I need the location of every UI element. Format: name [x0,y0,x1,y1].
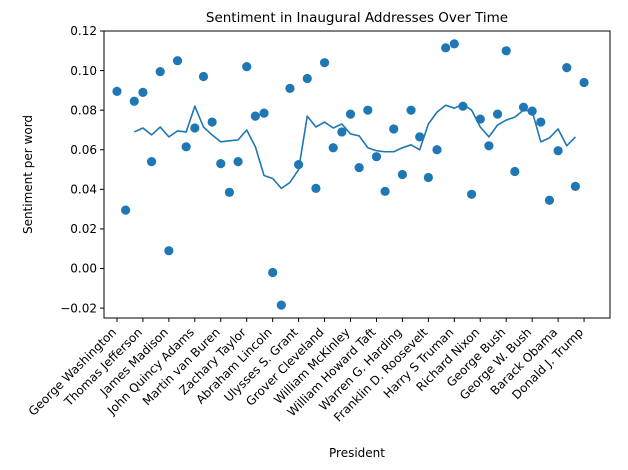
data-point [276,300,286,310]
data-point [553,146,563,156]
data-point [492,109,503,119]
data-point [285,83,295,93]
data-point [345,109,356,119]
data-point [294,160,304,170]
data-point [207,117,217,127]
data-point [181,142,191,152]
rolling-mean-line [133,103,576,190]
data-point [224,187,235,197]
plot-frame [103,30,611,319]
data-point [354,162,364,173]
data-point [121,205,131,215]
data-point [172,56,183,66]
y-tick-label: 0.08 [70,103,97,117]
data-point [432,145,442,155]
y-axis-label: Sentiment per word [21,115,35,234]
data-point [328,143,338,153]
y-tick-label: 0.04 [70,183,97,197]
data-point [397,169,408,180]
data-point [415,132,425,142]
data-point [579,77,589,88]
data-point [510,166,520,177]
data-point [138,87,148,97]
y-tick-label: 0.02 [70,222,97,236]
chart-title: Sentiment in Inaugural Addresses Over Ti… [206,10,508,26]
y-axis: −0.02 0.00 0.02 0.04 0.06 0.08 0.10 0.12 [60,24,104,315]
data-point [259,108,269,118]
data-point [311,183,321,193]
data-point [570,181,581,191]
data-point [337,127,347,137]
data-point [302,73,312,84]
data-point [363,105,373,115]
data-point [155,66,165,77]
data-point [536,117,546,127]
data-point [380,186,390,196]
data-point [250,111,260,121]
data-point [112,86,122,96]
y-tick-label: −0.02 [60,301,97,315]
y-tick-label: 0.00 [70,262,97,276]
x-axis-label: President [329,446,385,460]
data-point [268,267,278,278]
data-point [562,63,572,73]
data-point [216,159,226,169]
series-layer [112,39,589,310]
data-point [146,157,157,167]
data-point [389,124,399,134]
y-tick-label: 0.10 [70,64,97,78]
data-point [449,39,459,49]
data-point [467,189,477,199]
data-point [406,105,416,115]
data-point [501,46,511,56]
data-point [190,123,200,133]
data-point [441,43,451,53]
data-point [233,157,243,167]
data-point [242,62,252,72]
data-point [319,58,330,68]
data-point [475,114,485,124]
data-point [544,195,555,205]
data-point [518,102,529,112]
data-point [129,96,139,106]
data-point [423,172,433,183]
data-point [458,101,468,111]
data-point [198,71,209,82]
y-tick-label: 0.06 [70,143,97,157]
data-point [164,246,174,256]
data-point [484,141,494,151]
data-point [527,106,537,116]
y-tick-label: 0.12 [70,24,97,38]
data-point [371,152,382,162]
